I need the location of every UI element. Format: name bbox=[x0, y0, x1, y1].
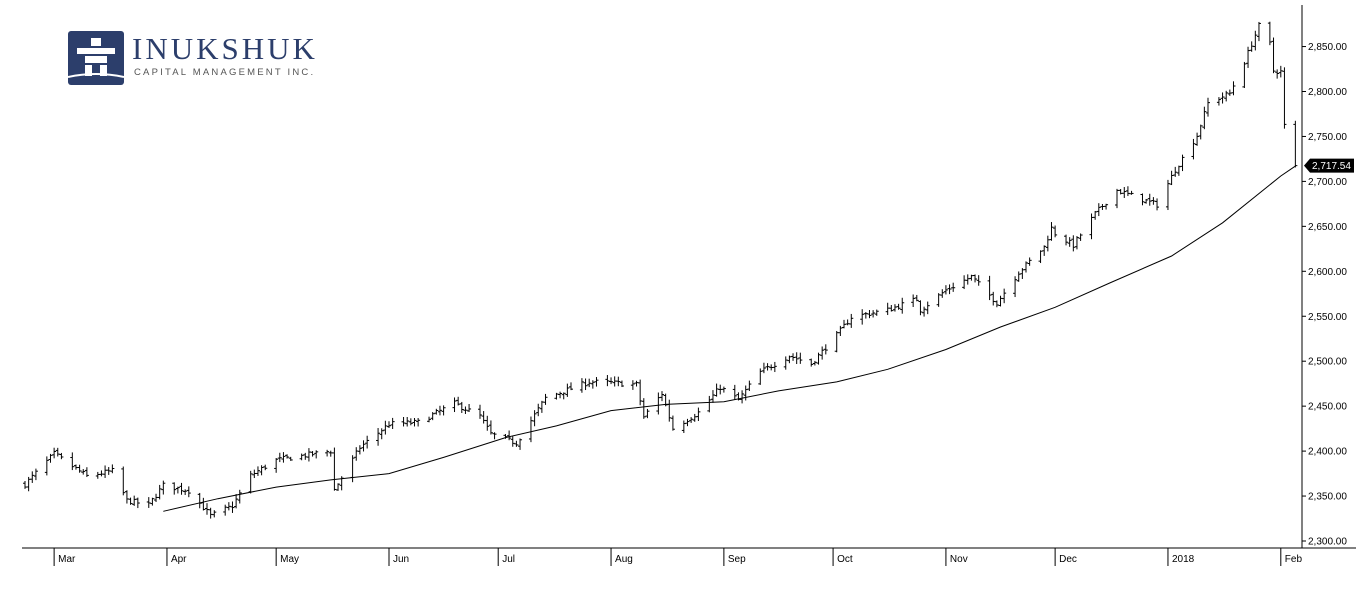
x-tick-label: Nov bbox=[950, 554, 968, 565]
y-tick-label: 2,850.00 bbox=[1308, 42, 1347, 53]
x-tick-label: May bbox=[280, 554, 299, 565]
x-tick-label: Sep bbox=[728, 554, 746, 565]
x-tick-label: Jul bbox=[502, 554, 515, 565]
logo-title: INUKSHUK bbox=[132, 31, 318, 66]
y-tick-label: 2,500.00 bbox=[1308, 357, 1347, 368]
moving-average-line bbox=[163, 165, 1296, 512]
y-axis: 2,300.00 2,350.00 2,400.00 2,450.00 2,500.00… bbox=[1301, 5, 1347, 548]
last-price-tag-shape bbox=[1304, 158, 1354, 173]
last-price-label: 2,717.54 bbox=[1312, 161, 1351, 172]
last-price-tag: 2,717.54 bbox=[1304, 158, 1354, 173]
x-tick-group: Mar Apr May Jun Jul Aug Sep Oct Nov Dec 2018 Feb bbox=[53, 548, 1303, 566]
y-tick-label: 2,600.00 bbox=[1308, 267, 1347, 278]
x-tick-label: Mar bbox=[58, 554, 76, 565]
x-tick-label: Apr bbox=[171, 554, 187, 565]
y-tick-label: 2,650.00 bbox=[1308, 222, 1347, 233]
y-tick-label: 2,400.00 bbox=[1308, 447, 1347, 458]
company-logo: INUKSHUK CAPITAL MANAGEMENT INC. bbox=[60, 28, 350, 88]
y-tick-label: 2,350.00 bbox=[1308, 492, 1347, 503]
y-tick-label: 2,800.00 bbox=[1308, 87, 1347, 98]
logo-subtitle: CAPITAL MANAGEMENT INC. bbox=[134, 67, 316, 78]
x-tick-label: 2018 bbox=[1172, 554, 1195, 565]
y-tick-label: 2,700.00 bbox=[1308, 177, 1347, 188]
y-tick-label: 2,300.00 bbox=[1308, 537, 1347, 548]
inukshuk-icon bbox=[68, 31, 124, 85]
x-axis: Mar Apr May Jun Jul Aug Sep Oct Nov Dec 2018 Feb bbox=[22, 547, 1356, 566]
y-tick-group: 2,300.00 2,350.00 2,400.00 2,450.00 2,500.00… bbox=[1302, 42, 1347, 548]
x-tick-label: Dec bbox=[1059, 554, 1077, 565]
x-tick-label: Oct bbox=[837, 554, 853, 565]
y-tick-label: 2,750.00 bbox=[1308, 132, 1347, 143]
y-tick-label: 2,450.00 bbox=[1308, 402, 1347, 413]
price-bars bbox=[23, 21, 1298, 519]
x-tick-label: Jun bbox=[393, 554, 409, 565]
y-tick-label: 2,550.00 bbox=[1308, 312, 1347, 323]
x-tick-label: Feb bbox=[1285, 554, 1303, 565]
x-tick-label: Aug bbox=[615, 554, 633, 565]
